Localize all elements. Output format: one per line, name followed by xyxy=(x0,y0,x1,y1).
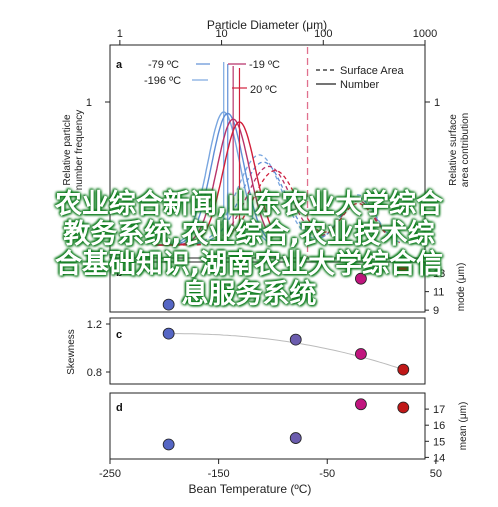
surface-curve-1 xyxy=(175,161,400,246)
panel-a-legend: Surface Area Number xyxy=(316,65,404,91)
bottom-axis-title: Bean Temperature (ºC) xyxy=(189,482,312,496)
panel-a-top-ticks: 1 10 100 1000 xyxy=(105,28,437,258)
panel-a-label: a xyxy=(116,59,123,71)
panel-d-frame xyxy=(109,392,426,460)
ytick-label-panel-b-13: 13 xyxy=(433,268,445,280)
panel-c-points: 0.8 1.2 xyxy=(87,319,410,379)
panel-a-y2-tick-1: 1 xyxy=(434,97,440,109)
bottom-tick-label--50: -50 xyxy=(319,468,335,480)
panel-a-right-label: Relative surfacearea contribution xyxy=(448,113,471,188)
panel-a-left-label: Relative particlenumber frequency xyxy=(62,110,85,191)
ytick-label-panel-d-14: 14 xyxy=(433,452,445,464)
skewness-fit-line xyxy=(168,333,404,371)
panel-d-label: d xyxy=(116,402,123,414)
number-curve-0 xyxy=(155,111,273,246)
bottom-tick-label--150: -150 xyxy=(208,468,230,480)
panel-d-point-2 xyxy=(355,398,367,411)
panel-c-left-label: Skewness xyxy=(66,329,77,375)
top-tick-label-10: 10 xyxy=(215,28,227,40)
panel-b-point-3 xyxy=(397,261,410,274)
surface-curve-2 xyxy=(175,165,400,246)
bottom-tick-label-50: 50 xyxy=(430,468,442,480)
panel-b-points: 9 11 13 xyxy=(162,261,445,317)
ytick-label-panel-d-15: 15 xyxy=(433,436,445,448)
panel-c-point-0 xyxy=(162,327,175,340)
panel-c-point-3 xyxy=(397,363,410,376)
ytick-label-panel-b-9: 9 xyxy=(433,305,439,317)
panel-b-point-0 xyxy=(162,298,175,311)
panel-a-y-tick-1: 1 xyxy=(86,97,92,109)
ytick-label-panel-d-17: 17 xyxy=(433,404,445,416)
number-curve-2 xyxy=(155,118,273,246)
panel-c-point-1 xyxy=(289,333,302,346)
ytick-label-panel-b-11: 11 xyxy=(433,287,444,299)
panel-b-point-1 xyxy=(289,286,302,299)
panel-c-frame xyxy=(109,317,426,385)
ytick-label-panel-c-0.8: 0.8 xyxy=(87,367,102,379)
panel-b-right-label: mode (μm) xyxy=(456,263,467,312)
panel-b-label: b xyxy=(116,267,123,279)
panel-d-right-label: mean (μm) xyxy=(458,402,469,451)
top-tick-label-100: 100 xyxy=(314,28,332,40)
top-axis-title: Particle Diameter (μm) xyxy=(207,18,327,32)
panel-d-points: 14 15 16 17 xyxy=(162,398,445,464)
panel-d-point-0 xyxy=(162,438,175,451)
surface-curve-0 xyxy=(175,154,400,246)
surface-curve-3 xyxy=(175,169,400,246)
panel-b-frame xyxy=(109,261,426,313)
ytick-label-panel-d-16: 16 xyxy=(433,420,445,432)
top-tick-label-1000: 1000 xyxy=(413,28,437,40)
ytick-label-panel-c-1.2: 1.2 xyxy=(87,319,102,331)
panel-d-point-3 xyxy=(397,401,410,414)
legend-surface-text: Surface Area xyxy=(340,65,404,77)
label-neg196: -196 ºC xyxy=(144,75,181,87)
panel-c-label: c xyxy=(116,329,122,341)
label-neg19: -19 ºC xyxy=(249,59,280,71)
number-curve-3 xyxy=(155,121,274,246)
bottom-tick-label--250: -250 xyxy=(99,468,121,480)
legend-number-text: Number xyxy=(340,79,379,91)
label-neg79: -79 ºC xyxy=(148,59,179,71)
panel-a-curves xyxy=(155,62,400,246)
bottom-axis-ticks: -250 -150 -50 50 xyxy=(99,459,442,480)
panel-b-point-2 xyxy=(355,272,367,285)
panel-c-point-2 xyxy=(355,348,367,360)
top-tick-label-1: 1 xyxy=(117,28,123,40)
panel-d-point-1 xyxy=(289,432,302,444)
panel-a-frame xyxy=(109,44,426,259)
label-pos20: 20 ºC xyxy=(250,84,277,96)
